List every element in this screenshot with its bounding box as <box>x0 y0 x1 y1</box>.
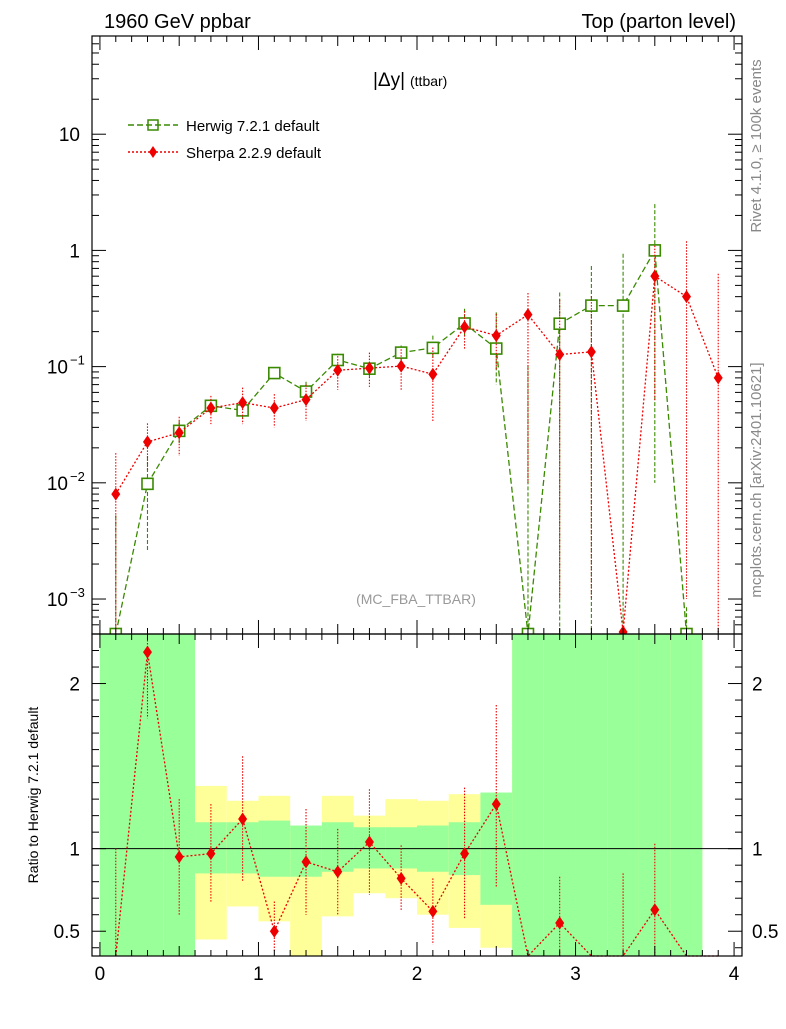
ratio-plot-panel: Ratio to Herwig 7.2.1 default <box>25 634 742 958</box>
ratio-y-tick-label-right: 1 <box>752 840 763 861</box>
ratio-sherpa-point <box>301 855 311 869</box>
sherpa-point <box>428 367 438 381</box>
ratio-y-tick-label: 0.5 <box>54 922 80 943</box>
herwig-line <box>115 248 688 635</box>
ratio-band-green <box>543 634 576 956</box>
legend-herwig-label: Herwig 7.2.1 default <box>186 118 320 135</box>
ratio-x-tick-label: 1 <box>253 964 264 985</box>
sherpa-point <box>111 487 121 501</box>
herwig-series <box>109 204 693 641</box>
ratio-sherpa-point <box>396 871 406 885</box>
mcplots-label: mcplots.cern.ch [arXiv:2401.10621] <box>748 362 765 597</box>
ratio-y-tick-label-right: 0.5 <box>752 922 778 943</box>
sherpa-point <box>682 290 692 304</box>
ratio-sherpa-point <box>333 865 343 879</box>
legend-sherpa-label: Sherpa 2.2.9 default <box>186 145 322 162</box>
main-plot-title: |Δy| <box>373 70 405 91</box>
main-y-tick-label: 10 <box>47 474 68 495</box>
ratio-band-green <box>670 634 703 956</box>
sherpa-point <box>269 401 279 415</box>
main-plot-panel: |Δy| (ttbar) (MC_FBA_TTBAR) Herwig 7.2.1… <box>109 70 723 641</box>
herwig-point <box>616 299 630 312</box>
main-y-tick-label: 10 <box>47 590 68 611</box>
main-y-tick-label: 1 <box>69 241 80 262</box>
ratio-sherpa-point <box>269 924 279 938</box>
ratio-sherpa-point <box>650 903 660 917</box>
ratio-y-tick-label-right: 2 <box>752 675 763 696</box>
sherpa-point <box>491 329 501 343</box>
ratio-y-tick-label: 1 <box>69 840 80 861</box>
sherpa-point <box>396 359 406 373</box>
sherpa-point <box>206 401 216 415</box>
ratio-x-tick-label: 0 <box>95 964 106 985</box>
header-left: 1960 GeV ppbar <box>104 11 251 33</box>
ratio-sherpa-series <box>115 634 719 958</box>
ratio-band-green <box>512 634 544 956</box>
ratio-band-green <box>575 634 608 956</box>
ratio-sherpa-point <box>238 812 248 826</box>
sherpa-point <box>333 363 343 377</box>
sherpa-point <box>460 320 470 334</box>
sherpa-point <box>364 361 374 375</box>
sherpa-point <box>174 426 184 440</box>
rivet-label: Rivet 4.1.0, ≥ 100k events <box>748 59 765 232</box>
sherpa-point <box>523 308 533 322</box>
ratio-band-green <box>99 634 164 956</box>
sherpa-line <box>115 275 719 633</box>
sherpa-point <box>650 269 660 283</box>
main-y-tick-label: 10 <box>59 125 80 146</box>
ratio-x-tick-label: 4 <box>729 964 740 985</box>
ratio-band-green <box>607 634 639 956</box>
herwig-point <box>141 477 154 491</box>
ratio-sherpa-point <box>142 645 152 659</box>
ratio-sherpa-point <box>428 904 438 918</box>
ratio-band-green <box>638 634 671 956</box>
ratio-sherpa-point <box>174 850 184 864</box>
sherpa-point <box>238 396 248 410</box>
ratio-sherpa-point <box>206 847 216 861</box>
ratio-x-tick-label: 2 <box>412 964 423 985</box>
ratio-bands <box>99 634 703 956</box>
herwig-point <box>268 366 281 380</box>
header-right: Top (parton level) <box>581 11 736 33</box>
sherpa-series <box>111 241 723 639</box>
main-y-tick-label: 10 <box>47 358 68 379</box>
legend-herwig-marker <box>147 119 159 131</box>
ratio-sherpa-point <box>491 797 501 811</box>
legend-sherpa-marker <box>149 146 157 158</box>
ratio-band-green <box>385 827 417 869</box>
ratio-x-tick-label: 3 <box>570 964 581 985</box>
ratio-sherpa-point <box>460 847 470 861</box>
watermark-label: (MC_FBA_TTBAR) <box>356 591 476 607</box>
sherpa-point <box>713 371 723 385</box>
ratio-ylabel: Ratio to Herwig 7.2.1 default <box>25 707 41 884</box>
legend: Herwig 7.2.1 default Sherpa 2.2.9 defaul… <box>128 118 322 162</box>
main-y-tick-exponent: −2 <box>70 469 85 484</box>
ratio-y-tick-label: 2 <box>69 675 80 696</box>
main-plot-title-suffix: (ttbar) <box>410 73 447 89</box>
main-y-tick-exponent: −1 <box>70 353 85 368</box>
sherpa-point <box>142 435 152 449</box>
ratio-sherpa-point <box>364 835 374 849</box>
ratio-sherpa-point <box>555 916 565 930</box>
sherpa-point <box>586 345 596 359</box>
sherpa-point <box>301 393 311 407</box>
sherpa-point <box>555 348 565 362</box>
ratio-band-green <box>226 822 259 874</box>
main-y-tick-exponent: −3 <box>70 585 85 600</box>
